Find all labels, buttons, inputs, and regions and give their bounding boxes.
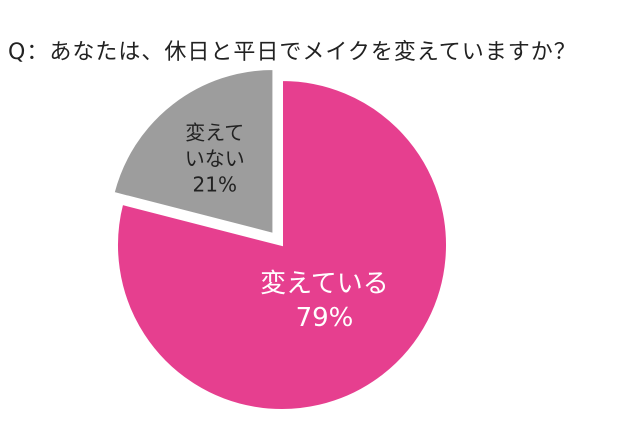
slice-value-label-0: 79%	[296, 303, 354, 333]
slice-name-label-1: いない	[185, 146, 245, 170]
slice-value-label-1: 21%	[193, 172, 237, 196]
slice-name-label-0: 変えている	[260, 269, 389, 299]
pie-slice-1	[112, 67, 275, 236]
slice-label-0: 変えている 79%	[260, 269, 389, 333]
pie-slice-0	[116, 78, 448, 411]
slice-name-label-1: 変えて	[185, 120, 244, 144]
chart-title: Q：あなたは、休日と平日でメイクを変えていますか？	[8, 40, 577, 65]
